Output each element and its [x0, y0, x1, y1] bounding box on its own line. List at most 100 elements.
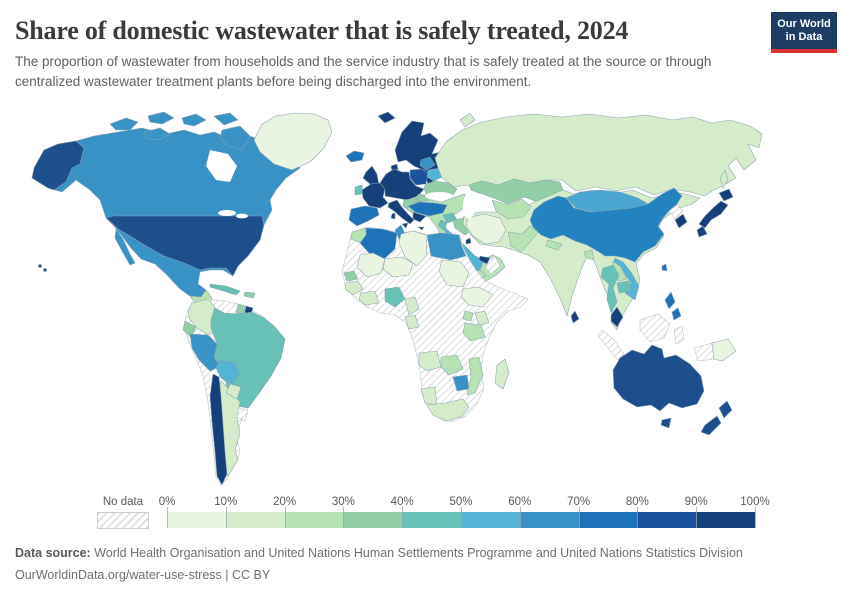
country-usa-alaska[interactable]: [31, 140, 85, 191]
country-kuwait[interactable]: [465, 237, 472, 245]
no-data-swatch[interactable]: [97, 512, 149, 529]
country-bolivia[interactable]: [215, 359, 241, 385]
country-cuba[interactable]: [209, 283, 241, 296]
country-italy[interactable]: [387, 199, 415, 225]
country-turkey[interactable]: [407, 201, 448, 217]
country-thailand[interactable]: [600, 264, 620, 314]
country-mozambique[interactable]: [466, 356, 484, 396]
country-ethiopia[interactable]: [460, 286, 494, 308]
country-france[interactable]: [361, 182, 389, 209]
country-canada-baja[interactable]: [114, 228, 136, 266]
country-pakistan[interactable]: [507, 225, 539, 253]
country-iberia[interactable]: [348, 205, 380, 227]
country-iceland[interactable]: [345, 150, 365, 163]
country-south-korea[interactable]: [674, 213, 688, 229]
country-malaysia[interactable]: [610, 306, 624, 328]
country-uae[interactable]: [478, 255, 491, 265]
country-greece-crete[interactable]: [417, 226, 425, 231]
country-indonesia-sumatra[interactable]: [597, 329, 625, 361]
country-usa-hawaii-1[interactable]: [38, 264, 42, 268]
country-greenland[interactable]: [253, 112, 333, 171]
country-canada-arctic-4[interactable]: [181, 113, 207, 127]
legend-bin[interactable]: [696, 512, 755, 528]
country-canada-arctic-5[interactable]: [213, 112, 239, 126]
country-canada-arctic-2[interactable]: [147, 111, 175, 125]
country-cameroon[interactable]: [404, 296, 420, 316]
legend-bin[interactable]: [225, 512, 285, 528]
country-japan-honshu[interactable]: [698, 200, 729, 229]
country-russia-novaya-zemlya[interactable]: [459, 112, 476, 128]
legend-bin[interactable]: [519, 512, 579, 528]
legend-bin[interactable]: [343, 512, 403, 528]
country-oman[interactable]: [485, 255, 501, 275]
country-japan-hokkaido[interactable]: [718, 188, 734, 202]
legend-bin[interactable]: [578, 512, 638, 528]
legend-color-bar: [167, 512, 755, 528]
country-philippines-1[interactable]: [664, 291, 676, 310]
country-north-korea[interactable]: [668, 204, 684, 220]
country-png[interactable]: [711, 338, 737, 362]
country-central-asia[interactable]: [491, 198, 532, 220]
country-sudan[interactable]: [438, 259, 470, 288]
legend-bin[interactable]: [460, 512, 520, 528]
country-jordan-israel[interactable]: [437, 219, 448, 232]
country-australia-tasmania[interactable]: [660, 417, 672, 429]
country-canada-arctic-3[interactable]: [143, 127, 171, 141]
country-japan-kyushu[interactable]: [696, 225, 708, 238]
country-indonesia-sulawesi[interactable]: [673, 325, 685, 345]
country-canada-arctic-1[interactable]: [109, 117, 139, 131]
country-usa-hawaii-2[interactable]: [43, 268, 47, 272]
country-congo[interactable]: [404, 314, 420, 330]
country-taiwan[interactable]: [661, 263, 668, 272]
country-sri-lanka[interactable]: [570, 310, 580, 324]
owid-logo-line2: in Data: [785, 31, 823, 43]
country-tanzania[interactable]: [462, 322, 486, 342]
country-new-zealand-south[interactable]: [700, 415, 722, 436]
owid-logo[interactable]: Our World in Data: [771, 12, 837, 53]
country-central-europe[interactable]: [379, 168, 425, 201]
country-mali[interactable]: [356, 252, 386, 278]
country-china[interactable]: [529, 187, 683, 263]
country-iran[interactable]: [465, 213, 507, 245]
owid-logo-line1: Our World: [777, 18, 831, 30]
legend-bin[interactable]: [284, 512, 344, 528]
country-uganda[interactable]: [462, 310, 474, 322]
country-zambia[interactable]: [440, 354, 464, 376]
country-egypt[interactable]: [426, 232, 467, 261]
country-philippines-2[interactable]: [671, 307, 682, 321]
country-mongolia[interactable]: [565, 189, 649, 213]
country-bangladesh[interactable]: [583, 249, 595, 261]
country-svalbard[interactable]: [377, 111, 396, 124]
country-niger[interactable]: [382, 256, 414, 278]
country-ghana[interactable]: [358, 290, 380, 306]
country-baltics[interactable]: [419, 156, 436, 171]
country-italy-sardinia[interactable]: [390, 212, 396, 220]
country-indonesia-west-papua[interactable]: [693, 342, 715, 362]
country-south-africa[interactable]: [426, 398, 470, 422]
country-canada-baffin[interactable]: [219, 125, 251, 151]
country-madagascar[interactable]: [494, 358, 510, 390]
legend-bin[interactable]: [637, 512, 697, 528]
country-senegal[interactable]: [343, 270, 359, 282]
country-australia[interactable]: [612, 344, 705, 412]
country-namibia[interactable]: [420, 386, 438, 406]
country-usa[interactable]: [105, 215, 265, 277]
legend-tick-label: 0%: [158, 496, 176, 508]
legend-bin[interactable]: [402, 512, 461, 528]
country-indonesia-borneo[interactable]: [639, 313, 671, 343]
country-russia-sakhalin[interactable]: [719, 169, 729, 189]
country-kenya[interactable]: [474, 310, 490, 326]
country-nepal[interactable]: [545, 239, 563, 251]
country-angola[interactable]: [418, 350, 442, 372]
country-hispaniola[interactable]: [243, 291, 256, 299]
country-paraguay[interactable]: [225, 383, 242, 400]
country-uruguay[interactable]: [236, 407, 249, 422]
country-new-zealand-north[interactable]: [718, 400, 733, 419]
country-chile[interactable]: [209, 373, 228, 486]
country-italy-sicily[interactable]: [401, 222, 409, 229]
country-nigeria[interactable]: [384, 286, 406, 308]
country-guinea[interactable]: [344, 280, 364, 296]
country-libya[interactable]: [398, 230, 428, 267]
legend-bin[interactable]: [167, 512, 226, 528]
country-cambodia[interactable]: [616, 280, 632, 294]
